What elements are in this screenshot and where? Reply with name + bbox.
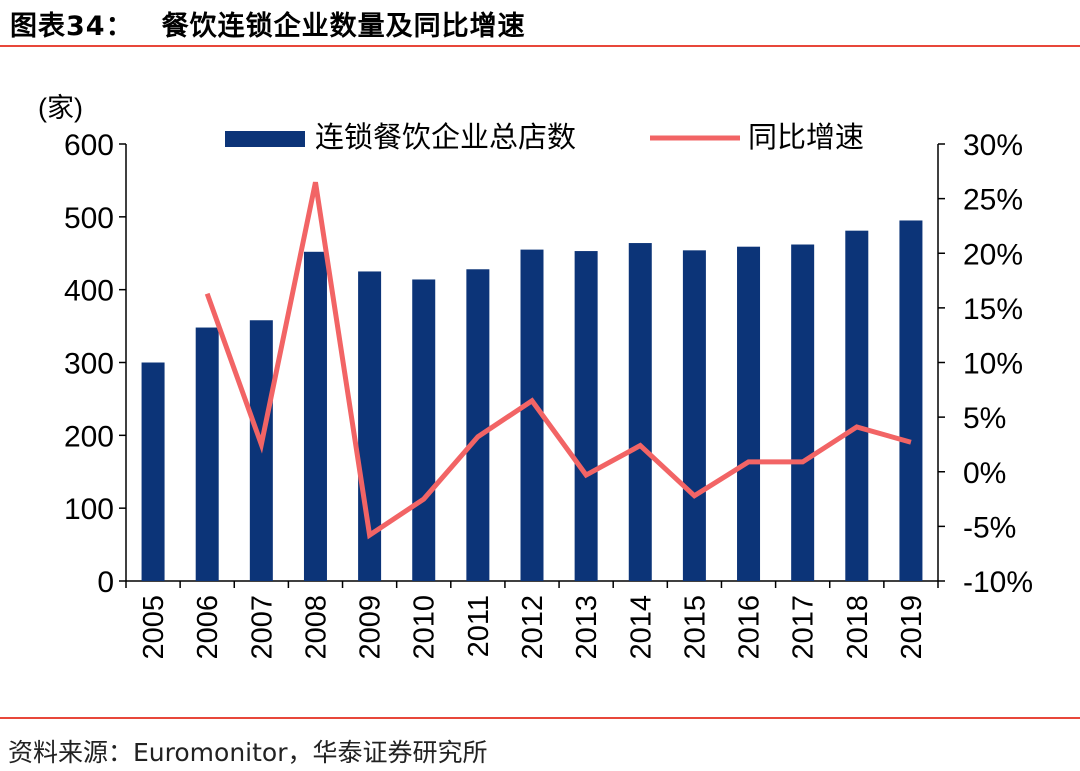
growth-line: [204, 181, 912, 540]
left-y-tick-label: 600: [64, 129, 114, 162]
right-y-tick-label: 15%: [963, 293, 1023, 326]
bar: [141, 362, 165, 581]
x-tick-label: 2010: [409, 595, 441, 660]
source-note: 资料来源：Euromonitor，华泰证券研究所: [8, 738, 488, 767]
bar: [845, 230, 869, 581]
right-y-tick-label: 25%: [963, 184, 1023, 217]
figure-number: 图表34：: [10, 11, 134, 42]
left-y-tick-label: 100: [64, 493, 114, 526]
bar: [899, 220, 923, 581]
x-tick-label: 2008: [300, 595, 332, 660]
x-tick-label: 2018: [842, 595, 874, 660]
right-y-tick-label: 20%: [963, 238, 1023, 271]
left-y-tick-label: 0: [97, 566, 114, 599]
right-y-tick-label: -10%: [963, 566, 1033, 599]
line-series: [204, 181, 912, 540]
figure-title: 图表34： 餐饮连锁企业数量及同比增速: [10, 4, 526, 43]
legend-label-bar: 连锁餐饮企业总店数: [315, 121, 576, 154]
bar: [466, 269, 490, 581]
bar: [574, 251, 598, 581]
bar: [412, 279, 436, 581]
bar: [737, 246, 761, 581]
x-tick-label: 2013: [571, 595, 603, 660]
legend: 连锁餐饮企业总店数 同比增速: [225, 121, 864, 154]
bar: [791, 244, 815, 581]
combo-chart: 0 100 200 300 400 500 600 -10% -5% 0% 5% 10% 15% 20% 2…: [38, 93, 1033, 660]
bar-series: [141, 220, 923, 581]
bar: [682, 250, 706, 581]
x-tick-label: 2005: [138, 595, 170, 660]
y-unit-label: (家): [38, 93, 83, 123]
right-y-tick-label: 0%: [963, 457, 1006, 490]
bar: [520, 249, 544, 581]
x-tick-label: 2019: [896, 595, 928, 660]
bar: [628, 243, 652, 581]
x-tick-label: 2014: [625, 595, 657, 660]
left-y-tick-label: 500: [64, 202, 114, 235]
right-y-tick-label: 10%: [963, 348, 1023, 381]
right-y-tick-label: 30%: [963, 129, 1023, 162]
right-y-tick-label: -5%: [963, 511, 1016, 544]
x-tick-label: 2009: [355, 595, 387, 660]
footer-rule: [0, 717, 1080, 719]
legend-swatch-bar: [225, 131, 305, 147]
header-rule: [0, 45, 1080, 47]
axis-labels: 0 100 200 300 400 500 600 -10% -5% 0% 5% 10% 15% 20% 2…: [38, 93, 1033, 660]
bar: [195, 327, 219, 581]
legend-label-line: 同比增速: [748, 121, 864, 154]
left-y-tick-label: 400: [64, 275, 114, 308]
x-tick-label: 2011: [463, 595, 495, 657]
left-y-tick-label: 200: [64, 420, 114, 453]
figure-title-text: 餐饮连锁企业数量及同比增速: [161, 11, 526, 42]
x-tick-label: 2015: [679, 595, 711, 660]
x-tick-label: 2017: [788, 595, 820, 660]
figure-header: 图表34： 餐饮连锁企业数量及同比增速: [0, 0, 1080, 46]
x-tick-label: 2006: [192, 595, 224, 660]
x-tick-label: 2016: [734, 595, 766, 660]
bar: [303, 251, 327, 581]
left-y-tick-label: 300: [64, 348, 114, 381]
x-tick-label: 2012: [517, 595, 549, 660]
right-y-tick-label: 5%: [963, 402, 1006, 435]
x-tick-label: 2007: [246, 595, 278, 660]
